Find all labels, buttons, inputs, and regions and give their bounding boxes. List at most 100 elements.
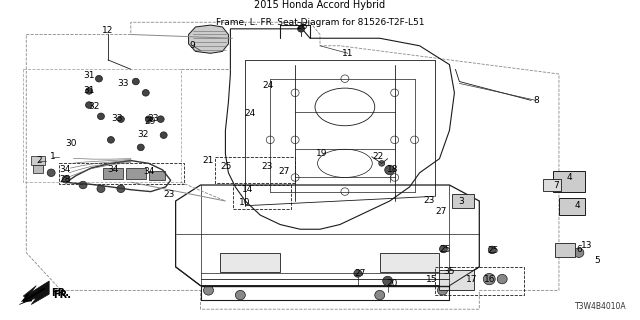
Text: 25: 25 bbox=[488, 246, 499, 255]
Circle shape bbox=[298, 26, 305, 32]
Circle shape bbox=[204, 286, 214, 295]
Text: 2015 Honda Accord Hybrid: 2015 Honda Accord Hybrid bbox=[255, 0, 385, 10]
Text: 28: 28 bbox=[60, 175, 71, 184]
Circle shape bbox=[86, 88, 93, 94]
Circle shape bbox=[62, 176, 70, 183]
Text: T3W4B4010A: T3W4B4010A bbox=[575, 302, 627, 311]
Text: 33: 33 bbox=[117, 79, 129, 88]
Circle shape bbox=[157, 116, 164, 123]
Circle shape bbox=[97, 113, 104, 120]
Text: 13: 13 bbox=[581, 241, 593, 250]
Text: 9: 9 bbox=[189, 41, 195, 50]
Text: 14: 14 bbox=[242, 185, 253, 194]
Text: 4: 4 bbox=[566, 173, 572, 182]
Text: 32: 32 bbox=[137, 130, 148, 139]
Text: 25: 25 bbox=[440, 245, 451, 254]
Circle shape bbox=[574, 248, 584, 258]
Bar bbox=[234, 185, 291, 209]
Text: 35: 35 bbox=[444, 267, 455, 276]
Text: 20: 20 bbox=[386, 279, 397, 288]
Text: 15: 15 bbox=[426, 275, 437, 284]
Text: 27: 27 bbox=[278, 167, 290, 176]
Text: 22: 22 bbox=[372, 152, 383, 161]
Polygon shape bbox=[19, 281, 49, 305]
Circle shape bbox=[117, 116, 124, 123]
Circle shape bbox=[385, 165, 395, 175]
Circle shape bbox=[117, 185, 125, 193]
Bar bbox=[126, 168, 146, 180]
Text: 23: 23 bbox=[163, 190, 174, 199]
Circle shape bbox=[86, 102, 93, 108]
Bar bbox=[543, 180, 561, 191]
Circle shape bbox=[47, 169, 55, 177]
Circle shape bbox=[35, 164, 44, 172]
Circle shape bbox=[488, 246, 496, 254]
Circle shape bbox=[354, 270, 362, 277]
Bar bbox=[435, 267, 524, 295]
Text: 24: 24 bbox=[262, 81, 274, 90]
Text: 24: 24 bbox=[244, 109, 256, 118]
Circle shape bbox=[97, 185, 105, 193]
Polygon shape bbox=[189, 25, 228, 53]
Bar bbox=[216, 157, 295, 183]
Bar bbox=[33, 165, 44, 173]
Bar bbox=[103, 168, 123, 180]
Text: 26: 26 bbox=[296, 22, 308, 31]
Text: 3: 3 bbox=[458, 197, 464, 206]
Circle shape bbox=[79, 181, 87, 189]
Text: 23: 23 bbox=[424, 196, 435, 204]
Text: 19: 19 bbox=[316, 148, 328, 157]
Text: Frame, L. FR. Seat Diagram for 81526-T2F-L51: Frame, L. FR. Seat Diagram for 81526-T2F… bbox=[216, 19, 424, 28]
Text: 32: 32 bbox=[88, 102, 100, 111]
Circle shape bbox=[108, 137, 115, 143]
Circle shape bbox=[440, 245, 447, 253]
Text: 34: 34 bbox=[108, 165, 118, 174]
Bar bbox=[440, 270, 474, 290]
Text: 8: 8 bbox=[533, 96, 539, 105]
Text: 4: 4 bbox=[574, 201, 580, 210]
Text: 11: 11 bbox=[342, 49, 354, 58]
Text: 10: 10 bbox=[239, 198, 250, 207]
Text: 1: 1 bbox=[51, 152, 56, 161]
Text: FR.: FR. bbox=[51, 288, 69, 298]
Text: 27: 27 bbox=[436, 207, 447, 216]
Text: 21: 21 bbox=[203, 156, 214, 165]
Text: FR.: FR. bbox=[53, 290, 71, 300]
Circle shape bbox=[145, 116, 152, 123]
Text: 31: 31 bbox=[83, 71, 95, 80]
Circle shape bbox=[95, 76, 102, 82]
Polygon shape bbox=[21, 284, 46, 302]
Circle shape bbox=[483, 274, 495, 285]
Text: 33: 33 bbox=[111, 114, 123, 123]
Text: 6: 6 bbox=[576, 245, 582, 254]
Text: 17: 17 bbox=[465, 275, 477, 284]
Text: 30: 30 bbox=[65, 139, 77, 148]
Text: 29: 29 bbox=[144, 116, 156, 125]
Bar bbox=[148, 171, 164, 180]
Text: 7: 7 bbox=[553, 180, 559, 189]
Bar bbox=[559, 198, 585, 215]
Circle shape bbox=[142, 90, 149, 96]
Circle shape bbox=[375, 290, 385, 300]
Text: 12: 12 bbox=[102, 26, 114, 35]
Bar bbox=[220, 253, 280, 272]
Circle shape bbox=[379, 161, 385, 166]
Circle shape bbox=[438, 286, 447, 295]
Bar bbox=[380, 253, 440, 272]
Bar bbox=[553, 171, 585, 192]
Bar bbox=[555, 243, 575, 257]
Circle shape bbox=[160, 132, 167, 139]
Circle shape bbox=[383, 276, 393, 286]
Text: 34: 34 bbox=[60, 165, 71, 174]
Circle shape bbox=[497, 274, 507, 284]
Bar bbox=[31, 156, 45, 165]
Circle shape bbox=[563, 244, 571, 252]
Circle shape bbox=[37, 157, 45, 164]
Circle shape bbox=[138, 144, 144, 151]
Text: 33: 33 bbox=[147, 114, 159, 123]
Bar bbox=[59, 164, 184, 184]
Text: 31: 31 bbox=[83, 86, 95, 95]
Text: 2: 2 bbox=[36, 156, 42, 165]
Text: 34: 34 bbox=[143, 167, 154, 176]
Text: 23: 23 bbox=[262, 162, 273, 171]
